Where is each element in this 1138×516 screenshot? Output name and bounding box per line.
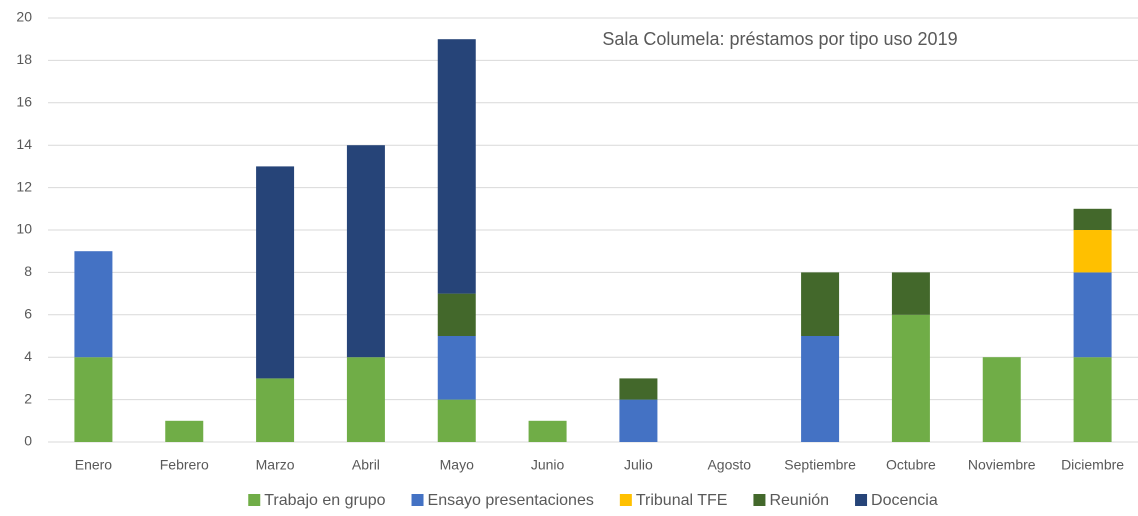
bar-segment — [74, 251, 113, 358]
x-tick-label: Diciembre — [1061, 457, 1124, 473]
x-tick-label: Marzo — [256, 457, 295, 473]
x-tick-label: Abril — [352, 457, 380, 473]
y-tick-label: 16 — [16, 94, 32, 110]
legend-swatch — [411, 494, 424, 506]
legend-label: Reunión — [769, 492, 829, 509]
x-tick-label: Mayo — [440, 457, 474, 473]
bar-segment — [437, 399, 476, 442]
y-tick-label: 6 — [24, 306, 32, 322]
y-tick-label: 20 — [16, 9, 32, 25]
y-tick-label: 14 — [16, 136, 32, 152]
bar-segment — [346, 145, 385, 358]
bar-segment — [891, 314, 930, 442]
bar-segment — [801, 272, 840, 336]
bar-segment — [437, 336, 476, 400]
bar-segment — [1073, 272, 1112, 358]
legend-swatch — [619, 494, 632, 506]
y-tick-label: 2 — [24, 390, 32, 406]
y-tick-label: 0 — [24, 433, 32, 449]
bar-segment — [801, 336, 840, 442]
y-tick-label: 12 — [16, 178, 32, 194]
bar-segment — [1073, 230, 1112, 273]
bar-segment — [1073, 208, 1112, 230]
legend-label: Trabajo en grupo — [264, 492, 385, 509]
legend-label: Tribunal TFE — [636, 492, 728, 509]
bar-segment — [165, 420, 204, 442]
bar-segment — [74, 357, 113, 442]
y-tick-label: 8 — [24, 263, 32, 279]
bar-segment — [437, 39, 476, 294]
legend-swatch — [753, 494, 766, 506]
x-tick-label: Septiembre — [784, 457, 856, 473]
x-tick-label: Febrero — [160, 457, 209, 473]
y-tick-label: 10 — [16, 221, 32, 237]
bar-segment — [619, 378, 658, 400]
bar-segment — [528, 420, 567, 442]
bar-segment — [982, 357, 1021, 442]
y-tick-label: 18 — [16, 51, 32, 67]
bar-segment — [256, 166, 295, 379]
x-tick-label: Noviembre — [968, 457, 1036, 473]
bar-segment — [619, 399, 658, 442]
x-tick-label: Agosto — [707, 457, 751, 473]
x-tick-label: Junio — [531, 457, 565, 473]
bar-segment — [437, 293, 476, 336]
x-tick-label: Enero — [75, 457, 113, 473]
chart-title: Sala Columela: préstamos por tipo uso 20… — [602, 29, 957, 49]
bar-segment — [346, 357, 385, 442]
legend-swatch — [248, 494, 261, 506]
legend-label: Ensayo presentaciones — [428, 492, 594, 509]
x-tick-label: Julio — [624, 457, 653, 473]
bar-segment — [256, 378, 295, 442]
legend-swatch — [855, 494, 868, 506]
bar-segment — [891, 272, 930, 315]
legend-label: Docencia — [871, 492, 938, 509]
y-tick-label: 4 — [24, 348, 32, 364]
x-tick-label: Octubre — [886, 457, 936, 473]
bar-segment — [1073, 357, 1112, 442]
